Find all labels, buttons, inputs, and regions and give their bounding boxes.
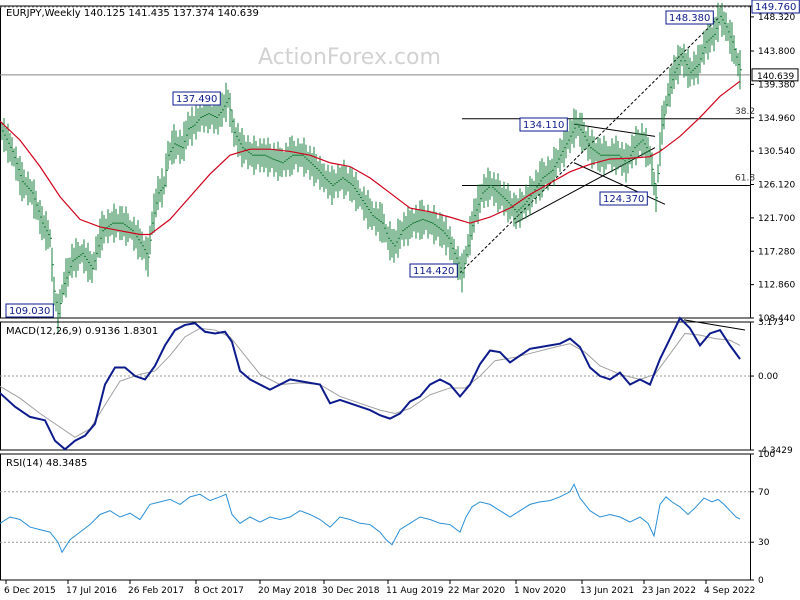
- x-tick-label: 26 Feb 2017: [128, 586, 184, 596]
- rsi-tick-label: 100: [758, 450, 775, 460]
- label-high-148-box: [665, 10, 714, 25]
- price-header: EURJPY,Weekly 140.125 141.435 137.374 14…: [6, 8, 259, 19]
- label-low-109: 109.030: [9, 306, 50, 317]
- rsi-panel: 100 70 30 0: [0, 450, 775, 586]
- macd-divergence-line: [683, 319, 746, 331]
- x-axis: 6 Dec 2015 17 Jul 2016 26 Feb 2017 8 Oct 20…: [4, 580, 755, 596]
- price-panel: 149.760148.320 143.800 139.380 134.960 130.5…: [0, 0, 800, 334]
- x-tick-label: 23 Jan 2022: [642, 586, 696, 596]
- x-tick-label: 8 Oct 2017: [194, 586, 244, 596]
- label-low-124: 124.370: [603, 194, 644, 205]
- rsi-tick-label: 0: [758, 576, 764, 586]
- rsi-header: RSI(14) 48.3485: [6, 458, 87, 469]
- x-tick-label: 13 Jun 2021: [580, 586, 634, 596]
- macd-tick-label: 0.00: [758, 372, 778, 382]
- label-low-114-box: [409, 263, 458, 278]
- price-tick-label: 148.320: [758, 13, 795, 23]
- label-low-114: 114.420: [413, 266, 454, 277]
- watermark: ActionForex.com: [258, 45, 441, 70]
- price-tick-label: 126.120: [758, 181, 795, 191]
- rsi-frame: [0, 453, 751, 581]
- price-tick-label: 143.800: [758, 47, 795, 57]
- price-bars: [1, 2, 742, 334]
- label-top-149-box: [751, 0, 800, 14]
- label-low-109-box: [5, 303, 54, 318]
- macd-tick-label: -4.3429: [758, 446, 793, 456]
- rsi-tick-label: 30: [758, 538, 770, 548]
- price-tick-label: 117.280: [758, 247, 795, 257]
- label-high-137-box: [172, 91, 221, 106]
- price-tick-label: 108.440: [758, 314, 795, 324]
- x-tick-label: 20 May 2018: [258, 586, 317, 596]
- last-price-box: [751, 68, 799, 82]
- x-tick-label: 6 Dec 2015: [4, 586, 56, 596]
- label-high-134-box: [519, 117, 568, 132]
- label-high-148: 148.380: [669, 13, 710, 24]
- macd-tick-label: 3.173: [758, 318, 784, 328]
- rsi-line: [0, 483, 741, 554]
- macd-panel: 3.173 0.00 -4.3429: [0, 316, 793, 456]
- wedge-lower-line: [573, 162, 666, 205]
- fib-618-label: 61.8: [735, 174, 755, 184]
- fib-382-label: 38.2: [735, 107, 755, 117]
- price-tick-label: 139.380: [758, 80, 795, 90]
- x-tick-label: 1 Nov 2020: [514, 586, 566, 596]
- last-price-label: 140.639: [757, 72, 794, 82]
- x-tick-label: 30 Dec 2018: [322, 586, 380, 596]
- price-tick-label: 112.860: [758, 281, 795, 291]
- x-tick-label: 22 Mar 2020: [448, 586, 505, 596]
- macd-signal-line: [0, 327, 741, 438]
- x-tick-label: 17 Jul 2016: [66, 586, 117, 596]
- macd-frame: [0, 321, 751, 451]
- label-high-134: 134.110: [523, 120, 564, 131]
- price-tick-label: 130.540: [758, 147, 795, 157]
- label-high-137: 137.490: [176, 94, 217, 105]
- label-top-149: 149.760: [755, 2, 796, 13]
- moving-average-line: [0, 80, 741, 236]
- price-tick-label: 134.960: [758, 114, 795, 124]
- macd-line: [0, 316, 741, 451]
- x-tick-label: 11 Aug 2019: [386, 586, 444, 596]
- price-frame: [0, 5, 751, 319]
- rsi-tick-label: 70: [758, 488, 770, 498]
- price-tick-label: 121.700: [758, 214, 795, 224]
- label-low-124-box: [599, 191, 648, 206]
- x-tick-label: 4 Sep 2022: [704, 586, 755, 596]
- macd-header: MACD(12,26,9) 0.9136 1.8301: [6, 326, 158, 337]
